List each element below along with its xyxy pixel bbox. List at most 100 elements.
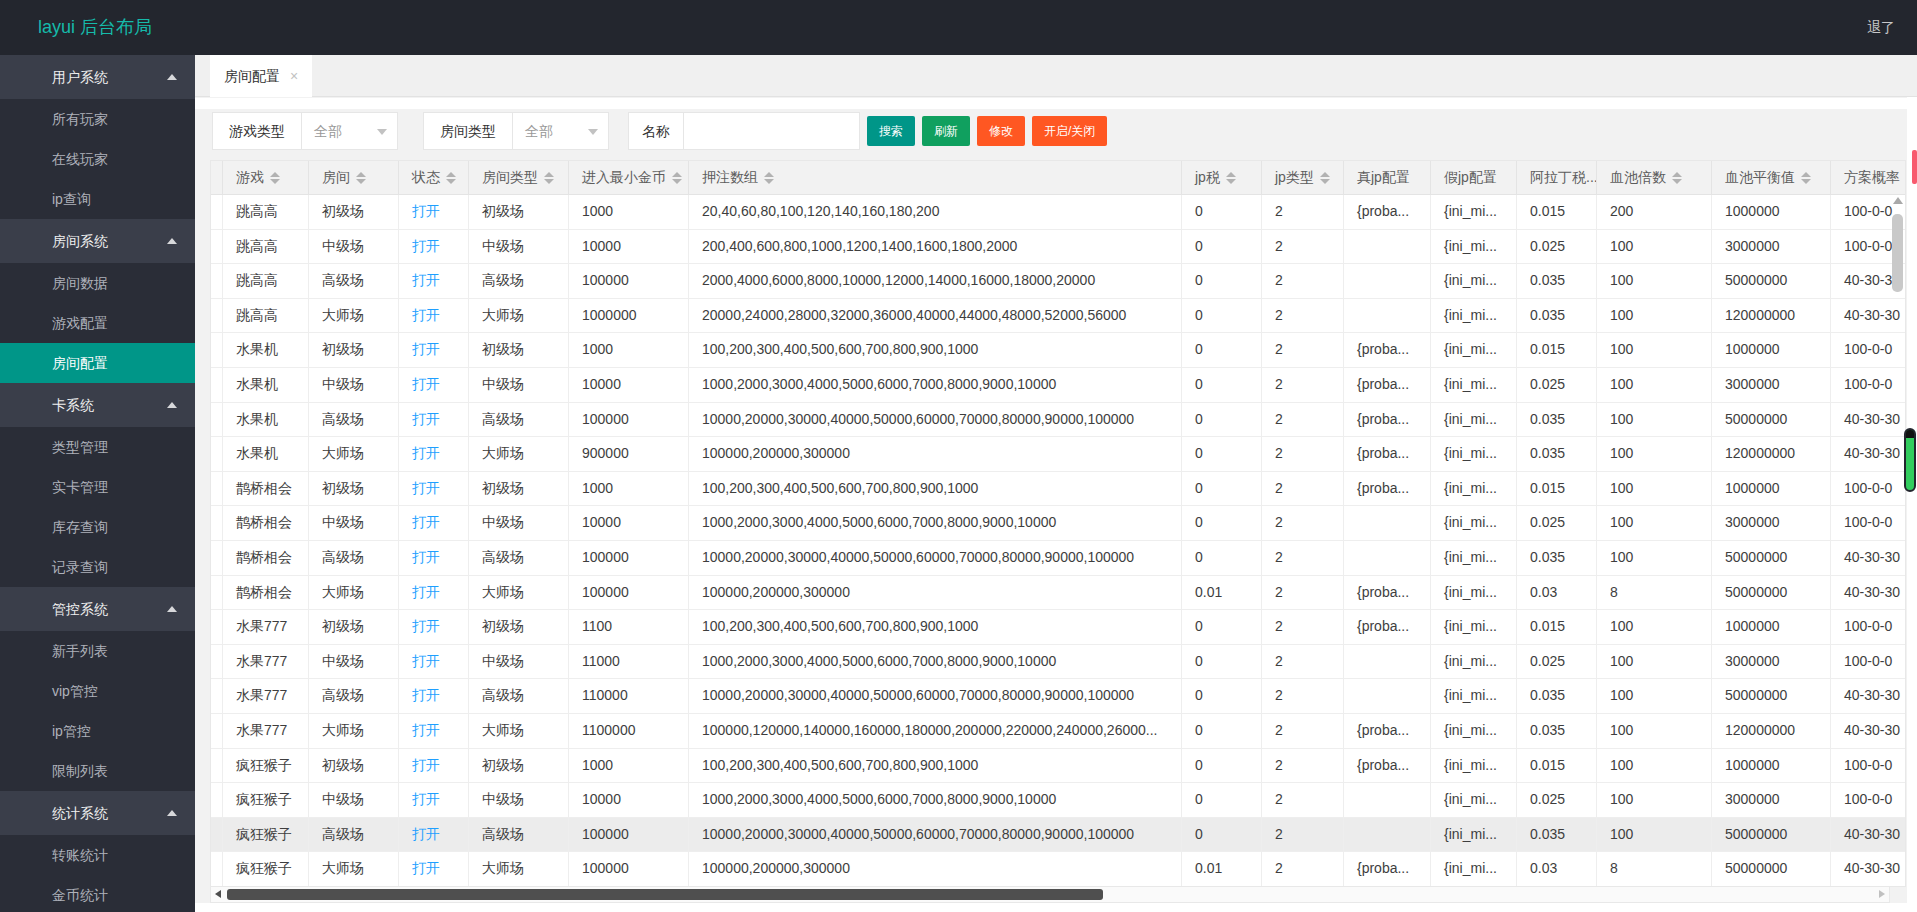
cell-pool_multiple: 100	[1597, 749, 1712, 784]
refresh-button[interactable]: 刷新	[922, 116, 970, 146]
cell-jp_type: 2	[1262, 645, 1344, 680]
toggle-open-close-button[interactable]: 开启/关闭	[1032, 116, 1107, 146]
cell-plan_prob: 40-30-30	[1831, 852, 1906, 887]
column-header-jp_type[interactable]: jp类型	[1262, 161, 1344, 195]
column-header-game[interactable]: 游戏	[223, 161, 309, 195]
page-vertical-scrollbar[interactable]	[1904, 428, 1916, 492]
sort-icon[interactable]	[356, 172, 366, 184]
sort-icon[interactable]	[270, 172, 280, 184]
sidebar-item[interactable]: 游戏配置	[0, 303, 195, 343]
sidebar-item[interactable]: 所有玩家	[0, 99, 195, 139]
cell-aladdin_tax: 0.015	[1517, 195, 1597, 230]
sort-icon[interactable]	[544, 172, 554, 184]
table-row: 鹊桥相会大师场打开大师场100000100000,200000,3000000.…	[211, 576, 1905, 611]
game-type-select[interactable]: 全部	[301, 112, 398, 150]
cell-status[interactable]: 打开	[399, 506, 469, 541]
table-vertical-scrollbar[interactable]	[1892, 214, 1903, 292]
sidebar-item[interactable]: 金币统计	[0, 875, 195, 912]
cell-status[interactable]: 打开	[399, 714, 469, 749]
cell-status[interactable]: 打开	[399, 437, 469, 472]
name-input[interactable]	[683, 112, 860, 150]
column-header-room_type[interactable]: 房间类型	[469, 161, 569, 195]
cell-real_jp	[1344, 299, 1431, 334]
sidebar-item[interactable]: 库存查询	[0, 507, 195, 547]
sort-icon[interactable]	[446, 172, 456, 184]
sidebar-item[interactable]: vip管控	[0, 671, 195, 711]
sidebar-group-0[interactable]: 用户系统	[0, 55, 195, 99]
column-header-min_coin[interactable]: 进入最小金币	[569, 161, 689, 195]
sidebar-group-1[interactable]: 房间系统	[0, 219, 195, 263]
scroll-up-arrow-icon[interactable]	[1893, 197, 1903, 204]
cell-min_coin: 11000	[569, 645, 689, 680]
cell-pool_balance: 120000000	[1712, 437, 1831, 472]
column-header-aladdin_tax[interactable]: 阿拉丁税...	[1517, 161, 1597, 195]
cell-status[interactable]: 打开	[399, 783, 469, 818]
cell-status[interactable]: 打开	[399, 368, 469, 403]
logout-link[interactable]: 退了	[1867, 0, 1895, 55]
sort-icon[interactable]	[1320, 172, 1330, 184]
cell-status[interactable]: 打开	[399, 472, 469, 507]
horizontal-scrollbar-thumb[interactable]	[227, 889, 1103, 900]
sidebar-item[interactable]: 实卡管理	[0, 467, 195, 507]
tab-room-config[interactable]: 房间配置×	[210, 55, 312, 97]
sidebar-item[interactable]: 房间配置	[0, 343, 195, 383]
cell-status[interactable]: 打开	[399, 403, 469, 438]
column-header-bet_array[interactable]: 押注数组	[689, 161, 1182, 195]
sidebar-item[interactable]: 限制列表	[0, 751, 195, 791]
sidebar-group-2[interactable]: 卡系统	[0, 383, 195, 427]
cell-status[interactable]: 打开	[399, 645, 469, 680]
cell-status[interactable]: 打开	[399, 195, 469, 230]
cell-status[interactable]: 打开	[399, 541, 469, 576]
sidebar-item[interactable]: 转账统计	[0, 835, 195, 875]
cell-spacer	[211, 333, 223, 368]
cell-status[interactable]: 打开	[399, 852, 469, 887]
cell-real_jp: {proba...	[1344, 437, 1431, 472]
search-button[interactable]: 搜索	[867, 116, 915, 146]
scroll-right-arrow-icon[interactable]	[1879, 890, 1885, 898]
cell-status[interactable]: 打开	[399, 818, 469, 853]
column-header-jp_tax[interactable]: jp税	[1182, 161, 1262, 195]
column-header-pool_balance[interactable]: 血池平衡值	[1712, 161, 1831, 195]
cell-plan_prob: 100-0-0	[1831, 783, 1906, 818]
table-row: 疯狂猴子高级场打开高级场10000010000,20000,30000,4000…	[211, 818, 1905, 853]
sidebar-item[interactable]: 记录查询	[0, 547, 195, 587]
cell-status[interactable]: 打开	[399, 679, 469, 714]
cell-room: 中级场	[309, 783, 399, 818]
horizontal-scrollbar-track[interactable]	[210, 886, 1890, 903]
column-header-pool_multiple[interactable]: 血池倍数	[1597, 161, 1712, 195]
tab-close-icon[interactable]: ×	[290, 68, 298, 84]
column-header-room[interactable]: 房间	[309, 161, 399, 195]
cell-status[interactable]: 打开	[399, 333, 469, 368]
cell-game: 跳高高	[223, 195, 309, 230]
room-type-select[interactable]: 全部	[512, 112, 609, 150]
sidebar-item[interactable]: 在线玩家	[0, 139, 195, 179]
cell-status[interactable]: 打开	[399, 264, 469, 299]
cell-status[interactable]: 打开	[399, 749, 469, 784]
sidebar-item[interactable]: ip查询	[0, 179, 195, 219]
cell-status[interactable]: 打开	[399, 230, 469, 265]
cell-min_coin: 100000	[569, 818, 689, 853]
sidebar-item[interactable]: ip管控	[0, 711, 195, 751]
sort-icon[interactable]	[1801, 172, 1811, 184]
modify-button[interactable]: 修改	[977, 116, 1025, 146]
cell-status[interactable]: 打开	[399, 610, 469, 645]
bottom-strip	[195, 903, 1917, 912]
sidebar-item[interactable]: 类型管理	[0, 427, 195, 467]
cell-status[interactable]: 打开	[399, 299, 469, 334]
sidebar-item[interactable]: 房间数据	[0, 263, 195, 303]
sidebar-group-3[interactable]: 管控系统	[0, 587, 195, 631]
cell-aladdin_tax: 0.015	[1517, 749, 1597, 784]
sort-icon[interactable]	[672, 172, 682, 184]
sort-icon[interactable]	[764, 172, 774, 184]
cell-real_jp: {proba...	[1344, 714, 1431, 749]
cell-plan_prob: 40-30-30	[1831, 818, 1906, 853]
cell-status[interactable]: 打开	[399, 576, 469, 611]
sidebar-group-4[interactable]: 统计系统	[0, 791, 195, 835]
sidebar-item[interactable]: 新手列表	[0, 631, 195, 671]
column-header-status[interactable]: 状态	[399, 161, 469, 195]
cell-min_coin: 100000	[569, 576, 689, 611]
sort-icon[interactable]	[1672, 172, 1682, 184]
scroll-left-arrow-icon[interactable]	[215, 890, 221, 898]
sort-icon[interactable]	[1226, 172, 1236, 184]
cell-bet_array: 1000,2000,3000,4000,5000,6000,7000,8000,…	[689, 506, 1182, 541]
